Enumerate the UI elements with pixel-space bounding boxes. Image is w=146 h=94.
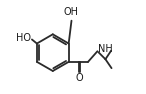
Text: OH: OH <box>64 7 79 17</box>
Text: O: O <box>76 73 83 83</box>
Text: NH: NH <box>98 44 112 54</box>
Text: HO: HO <box>16 33 31 43</box>
